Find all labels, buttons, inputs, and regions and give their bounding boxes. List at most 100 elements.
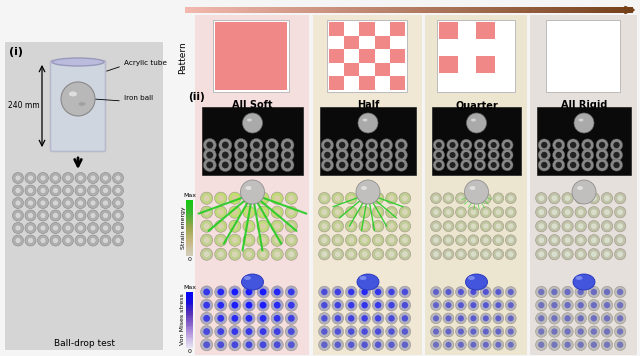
Circle shape bbox=[260, 223, 266, 229]
Circle shape bbox=[274, 328, 280, 335]
Circle shape bbox=[285, 325, 298, 337]
Circle shape bbox=[52, 237, 58, 244]
Circle shape bbox=[488, 159, 499, 171]
Circle shape bbox=[541, 152, 547, 158]
Circle shape bbox=[348, 328, 355, 335]
Circle shape bbox=[508, 209, 513, 215]
Circle shape bbox=[63, 222, 74, 234]
Circle shape bbox=[604, 209, 610, 215]
Circle shape bbox=[321, 341, 328, 348]
Circle shape bbox=[456, 287, 467, 297]
Circle shape bbox=[356, 180, 380, 204]
Circle shape bbox=[399, 286, 411, 298]
Circle shape bbox=[458, 342, 464, 348]
Circle shape bbox=[536, 221, 547, 232]
Circle shape bbox=[556, 162, 562, 168]
Circle shape bbox=[538, 159, 550, 171]
Circle shape bbox=[346, 235, 357, 246]
Ellipse shape bbox=[468, 276, 475, 280]
Circle shape bbox=[13, 235, 24, 246]
Circle shape bbox=[319, 313, 330, 324]
Circle shape bbox=[359, 235, 371, 246]
Bar bbox=[186, 251, 193, 254]
Circle shape bbox=[386, 286, 397, 298]
Circle shape bbox=[433, 302, 439, 308]
Circle shape bbox=[468, 207, 479, 218]
Ellipse shape bbox=[362, 119, 367, 121]
Circle shape bbox=[359, 206, 371, 218]
Circle shape bbox=[237, 142, 244, 148]
Circle shape bbox=[443, 235, 454, 246]
Circle shape bbox=[538, 149, 550, 161]
Circle shape bbox=[321, 237, 327, 243]
Circle shape bbox=[28, 237, 33, 244]
Bar bbox=[570, 7, 574, 13]
Bar bbox=[201, 272, 304, 354]
Circle shape bbox=[614, 221, 626, 232]
Bar bbox=[225, 7, 230, 13]
Ellipse shape bbox=[247, 119, 252, 121]
Circle shape bbox=[25, 185, 36, 196]
Circle shape bbox=[243, 248, 255, 260]
Ellipse shape bbox=[357, 274, 379, 290]
Circle shape bbox=[564, 328, 571, 335]
Circle shape bbox=[346, 193, 357, 204]
Circle shape bbox=[88, 198, 99, 209]
Circle shape bbox=[470, 329, 476, 335]
Circle shape bbox=[204, 328, 210, 335]
Circle shape bbox=[359, 313, 371, 324]
Bar bbox=[239, 7, 244, 13]
Circle shape bbox=[383, 162, 390, 168]
Circle shape bbox=[52, 188, 58, 194]
Circle shape bbox=[288, 302, 294, 309]
Circle shape bbox=[15, 188, 21, 194]
Circle shape bbox=[348, 195, 354, 201]
Circle shape bbox=[319, 248, 330, 260]
Circle shape bbox=[52, 213, 58, 219]
Circle shape bbox=[214, 312, 227, 324]
Circle shape bbox=[541, 142, 547, 148]
Circle shape bbox=[604, 342, 610, 348]
Circle shape bbox=[564, 315, 571, 321]
Circle shape bbox=[257, 192, 269, 204]
Bar bbox=[186, 202, 193, 204]
Text: (i): (i) bbox=[9, 47, 23, 57]
Bar bbox=[547, 7, 552, 13]
Circle shape bbox=[386, 299, 397, 311]
Circle shape bbox=[433, 251, 439, 257]
Circle shape bbox=[495, 224, 501, 229]
Circle shape bbox=[495, 237, 501, 243]
Bar bbox=[368, 7, 373, 13]
Circle shape bbox=[319, 339, 330, 351]
Circle shape bbox=[52, 200, 58, 206]
Circle shape bbox=[470, 289, 476, 295]
Bar bbox=[284, 7, 288, 13]
Circle shape bbox=[362, 341, 368, 348]
Circle shape bbox=[65, 175, 71, 181]
Circle shape bbox=[228, 339, 241, 351]
Bar bbox=[186, 213, 193, 215]
Ellipse shape bbox=[52, 58, 104, 66]
Bar bbox=[186, 244, 193, 246]
Circle shape bbox=[556, 152, 562, 158]
Circle shape bbox=[63, 173, 74, 183]
Bar bbox=[279, 7, 284, 13]
Bar bbox=[186, 314, 193, 316]
Circle shape bbox=[536, 193, 547, 204]
Bar bbox=[386, 7, 391, 13]
Circle shape bbox=[493, 339, 504, 350]
Bar bbox=[297, 7, 301, 13]
Bar bbox=[186, 329, 193, 331]
Circle shape bbox=[508, 289, 514, 295]
Circle shape bbox=[481, 300, 492, 310]
Bar bbox=[439, 22, 458, 39]
Circle shape bbox=[260, 289, 266, 295]
Circle shape bbox=[200, 206, 212, 218]
Circle shape bbox=[335, 289, 341, 295]
Ellipse shape bbox=[471, 119, 476, 121]
Circle shape bbox=[346, 299, 357, 311]
Circle shape bbox=[591, 302, 597, 308]
Circle shape bbox=[506, 326, 516, 337]
Circle shape bbox=[359, 193, 371, 204]
Circle shape bbox=[321, 315, 328, 321]
